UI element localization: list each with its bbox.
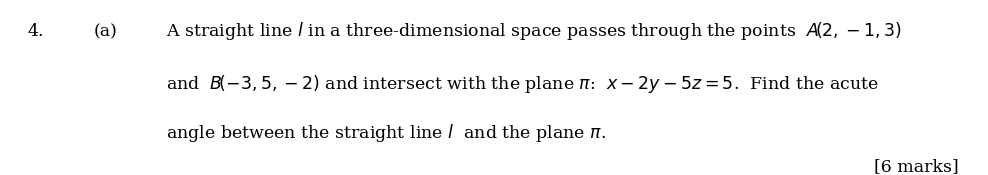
Text: and  $B\!\left(-3,5,-2\right)$ and intersect with the plane $\pi$:  $x-2y-5z=5$.: and $B\!\left(-3,5,-2\right)$ and inters… [166,73,878,95]
Text: A straight line $\mathit{l}$ in a three-dimensional space passes through the poi: A straight line $\mathit{l}$ in a three-… [166,20,901,43]
Text: [6 marks]: [6 marks] [873,158,958,175]
Text: (a): (a) [94,23,118,40]
Text: angle between the straight line $\mathit{l}$  and the plane $\pi$.: angle between the straight line $\mathit… [166,122,606,144]
Text: 4.: 4. [28,23,44,40]
